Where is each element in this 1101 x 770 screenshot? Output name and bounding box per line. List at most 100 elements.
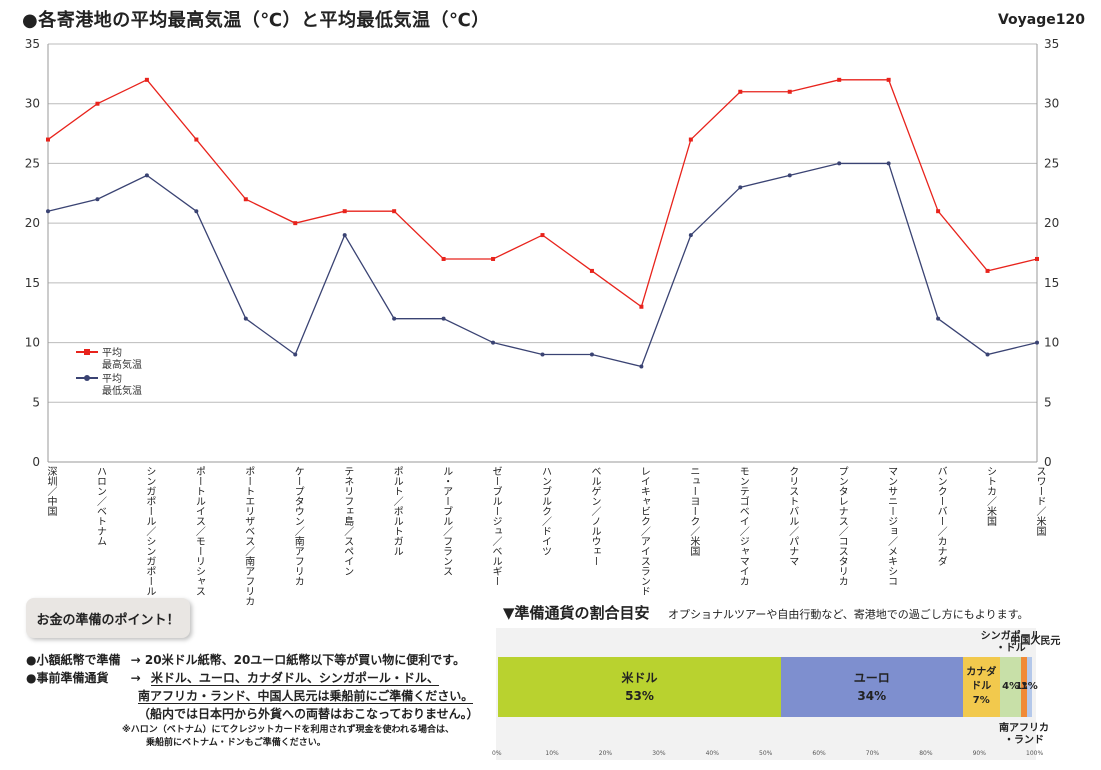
legend-label-1-1: 最低気温 bbox=[102, 384, 142, 397]
ytick-right-0: 0 bbox=[1044, 455, 1052, 469]
currency-axis-tick: 80% bbox=[919, 750, 933, 757]
x-tick-label: ハロン／ベトナム bbox=[94, 466, 106, 546]
currency-axis-tick: 70% bbox=[865, 750, 880, 757]
currency-segment-4: 1% bbox=[1015, 657, 1032, 717]
point-min-0 bbox=[46, 209, 50, 214]
currency-segment-1: ユーロ 34% bbox=[781, 657, 963, 717]
point-min-12 bbox=[639, 364, 644, 369]
point-min-19 bbox=[985, 352, 990, 357]
point-max-14 bbox=[738, 89, 743, 94]
currency-axis-tick: 60% bbox=[812, 750, 826, 757]
currency-axis-tick: 10% bbox=[545, 750, 559, 757]
ytick-right-5: 5 bbox=[1044, 395, 1052, 409]
ytick-left-25: 25 bbox=[25, 156, 40, 170]
voyage-label: Voyage120 bbox=[997, 12, 1085, 28]
currency-segment-2: カナダ ドル 7% bbox=[962, 657, 1000, 717]
tip-currencies-line2: 南アフリカ・ランド、中国人民元は乗船前にご準備ください。 bbox=[138, 688, 474, 705]
point-max-12 bbox=[639, 304, 644, 309]
currency-segment-pct-3: 4% bbox=[1002, 681, 1020, 692]
point-min-7 bbox=[392, 316, 397, 321]
page-title: ●各寄港地の平均最高気温（℃）と平均最低気温（℃） bbox=[22, 10, 490, 31]
point-max-18 bbox=[936, 209, 941, 214]
currency-segment-pct-4: 1% bbox=[1015, 681, 1033, 692]
point-min-16 bbox=[837, 161, 842, 166]
x-tick-label: ポルト／ポルトガル bbox=[391, 466, 403, 556]
x-tick-label: ニューヨーク／米国 bbox=[687, 466, 699, 556]
x-tick-label: シンガポール／シンガポール bbox=[143, 466, 155, 596]
tip-currencies-text: 米ドル、ユーロ、カナダドル、シンガポール・ドル、 bbox=[150, 671, 439, 686]
ytick-left-5: 5 bbox=[32, 395, 40, 409]
point-max-9 bbox=[491, 256, 496, 261]
currency-segment-name-0: 米ドル 53% bbox=[621, 671, 658, 703]
point-max-2 bbox=[144, 77, 149, 82]
x-tick-label: ケープタウン／南アフリカ bbox=[292, 466, 304, 586]
point-min-5 bbox=[293, 352, 298, 357]
currency-segment-pct-5: 1% bbox=[1020, 681, 1038, 692]
currency-outside-label-3: シンガポール ・ドル bbox=[980, 631, 1041, 654]
tip-small-bills: ●小額紙幣で準備 → 20米ドル紙幣、20ユーロ紙幣以下等が買い物に便利です。 bbox=[26, 652, 465, 669]
currency-axis-tick: 90% bbox=[972, 750, 986, 757]
point-min-8 bbox=[441, 316, 446, 321]
currency-axis-tick: 100% bbox=[1026, 750, 1044, 757]
point-max-10 bbox=[540, 233, 545, 238]
tip-currencies-text2: 南アフリカ・ランド、中国人民元は乗船前にご準備ください。 bbox=[138, 689, 474, 704]
legend-marker-1 bbox=[84, 375, 90, 381]
tip-small-bills-label: ●小額紙幣で準備 bbox=[26, 653, 121, 667]
currency-title: ▼準備通貨の割合目安 bbox=[503, 604, 650, 622]
x-tick-label: レイキャビク／アイスランド bbox=[638, 466, 650, 596]
point-max-16 bbox=[837, 77, 842, 82]
legend-label-0-0: 平均 bbox=[102, 347, 122, 359]
tip-currencies-arrow: → bbox=[130, 671, 141, 685]
legend-marker-0 bbox=[84, 349, 90, 355]
point-max-20 bbox=[1035, 256, 1039, 261]
series-line-1 bbox=[47, 162, 1038, 368]
currency-outside-label-4: 南アフリカ ・ランド bbox=[998, 723, 1049, 746]
point-min-3 bbox=[194, 209, 199, 214]
x-tick-label: クリストバル／パナマ bbox=[786, 466, 798, 566]
ytick-left-0: 0 bbox=[32, 455, 40, 469]
legend-label-1-0: 平均 bbox=[102, 373, 122, 385]
currency-axis-tick: 40% bbox=[705, 750, 719, 757]
point-max-3 bbox=[194, 137, 199, 142]
currency-axis-tick: 30% bbox=[652, 750, 666, 757]
tip-exchange-note: （船内では日本円から外貨への両替はおこなっておりません。） bbox=[138, 707, 479, 721]
ytick-left-35: 35 bbox=[25, 37, 40, 51]
point-max-7 bbox=[392, 209, 397, 214]
point-min-6 bbox=[342, 233, 347, 238]
currency-subtitle: オプショナルツアーや自由行動など、寄港地での過ごし方にもよります。 bbox=[668, 608, 1029, 621]
money-tips-heading: お金の準備のポイント！ bbox=[26, 598, 190, 638]
legend-label-0-1: 最高気温 bbox=[102, 358, 142, 371]
point-max-6 bbox=[342, 209, 347, 214]
x-tick-label: テネリフェ島／スペイン bbox=[341, 466, 353, 576]
point-max-15 bbox=[787, 89, 792, 94]
currency-segment-name-2: カナダ ドル 7% bbox=[966, 667, 997, 706]
currency-segment-0: 米ドル 53% bbox=[498, 657, 782, 717]
point-min-18 bbox=[936, 316, 941, 321]
point-max-5 bbox=[293, 221, 298, 226]
point-min-14 bbox=[738, 185, 743, 190]
point-max-13 bbox=[688, 137, 693, 142]
point-max-1 bbox=[95, 101, 100, 106]
ytick-left-20: 20 bbox=[25, 216, 40, 230]
currency-segment-3: 4% bbox=[999, 657, 1022, 717]
tip-small-bills-text: → 20米ドル紙幣、20ユーロ紙幣以下等が買い物に便利です。 bbox=[130, 653, 466, 667]
currency-axis-tick: 50% bbox=[759, 750, 773, 757]
x-tick-label: シトカ／米国 bbox=[984, 466, 996, 526]
x-tick-label: ゼーブルージュ／ベルギー bbox=[490, 466, 502, 586]
point-min-10 bbox=[540, 352, 545, 357]
point-min-17 bbox=[886, 161, 891, 166]
x-tick-label: マンサニージョ／メキシコ bbox=[885, 466, 897, 586]
ytick-left-15: 15 bbox=[25, 276, 40, 290]
x-tick-label: ル・アーブル／フランス bbox=[440, 466, 452, 576]
x-tick-label: ポートエリザベス／南アフリカ bbox=[242, 466, 254, 606]
point-min-4 bbox=[243, 316, 248, 321]
x-tick-label: スワード／米国 bbox=[1034, 466, 1045, 536]
point-min-11 bbox=[589, 352, 594, 357]
point-max-19 bbox=[985, 268, 990, 273]
point-min-2 bbox=[144, 173, 149, 178]
series-line-0 bbox=[47, 79, 1038, 308]
note-halong-1: ※ハロン（ベトナム）にてクレジットカードを利用されず現金を使われる場合は、 bbox=[122, 725, 455, 735]
point-min-13 bbox=[688, 233, 693, 238]
currency-axis-tick: 0% bbox=[492, 750, 502, 757]
